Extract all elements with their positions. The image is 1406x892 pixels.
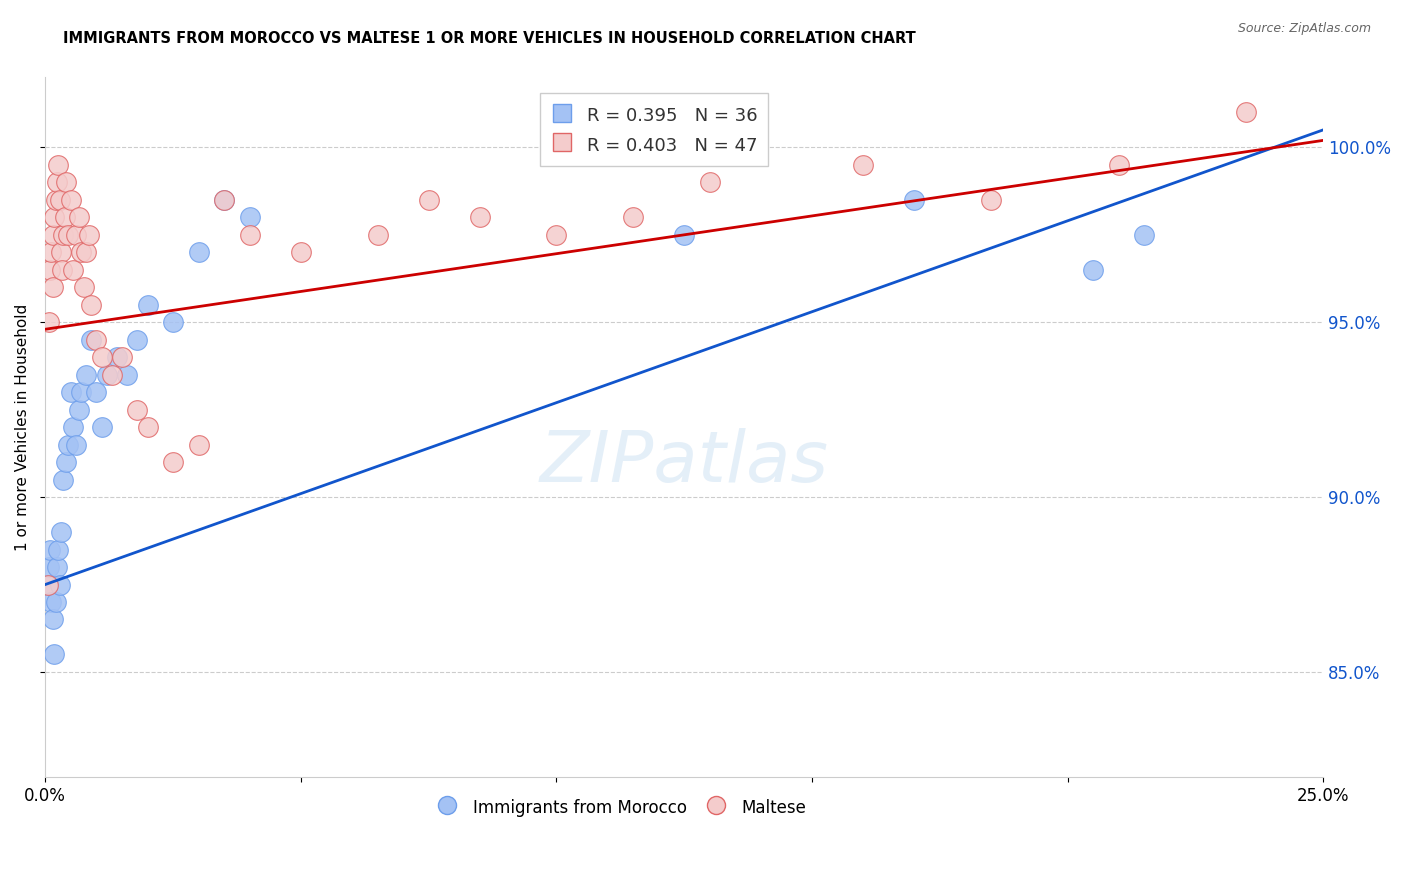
Point: [48, 193, 70, 207]
Point: [58, 437, 80, 451]
Point: [37, 577, 59, 591]
Point: [44, 193, 66, 207]
Point: [86, 333, 108, 347]
Point: [86, 385, 108, 400]
Point: [162, 315, 184, 329]
Point: [290, 245, 312, 260]
Point: [136, 298, 159, 312]
Point: [53, 211, 76, 225]
Point: [46, 542, 69, 557]
Point: [96, 368, 118, 382]
Text: Source: ZipAtlas.com: Source: ZipAtlas.com: [1237, 22, 1371, 36]
Point: [903, 193, 925, 207]
Point: [673, 227, 696, 242]
Point: [72, 280, 94, 294]
Point: [90, 350, 112, 364]
Point: [75, 368, 97, 382]
Point: [90, 420, 112, 434]
Point: [699, 175, 721, 189]
Point: [62, 262, 84, 277]
Point: [67, 402, 90, 417]
Point: [546, 227, 568, 242]
Point: [100, 368, 122, 382]
Point: [75, 245, 97, 260]
Legend: Immigrants from Morocco, Maltese: Immigrants from Morocco, Maltese: [427, 791, 813, 824]
Point: [38, 560, 60, 574]
Point: [44, 595, 66, 609]
Point: [136, 420, 159, 434]
Point: [55, 455, 77, 469]
Point: [187, 245, 209, 260]
Point: [77, 227, 100, 242]
Point: [48, 577, 70, 591]
Y-axis label: 1 or more Vehicles in Household: 1 or more Vehicles in Household: [15, 303, 30, 550]
Point: [212, 193, 235, 207]
Point: [41, 595, 63, 609]
Point: [418, 193, 440, 207]
Point: [49, 524, 72, 539]
Point: [42, 280, 65, 294]
Point: [105, 350, 128, 364]
Point: [621, 211, 644, 225]
Point: [70, 385, 93, 400]
Point: [367, 227, 389, 242]
Point: [239, 227, 262, 242]
Point: [67, 211, 90, 225]
Point: [39, 262, 62, 277]
Point: [55, 175, 77, 189]
Point: [1133, 227, 1156, 242]
Point: [52, 473, 75, 487]
Point: [62, 420, 84, 434]
Point: [38, 315, 60, 329]
Point: [1236, 105, 1258, 120]
Point: [80, 333, 103, 347]
Point: [852, 158, 875, 172]
Point: [49, 245, 72, 260]
Text: IMMIGRANTS FROM MOROCCO VS MALTESE 1 OR MORE VEHICLES IN HOUSEHOLD CORRELATION C: IMMIGRANTS FROM MOROCCO VS MALTESE 1 OR …: [63, 31, 917, 46]
Point: [239, 211, 262, 225]
Point: [46, 158, 69, 172]
Point: [65, 437, 87, 451]
Point: [42, 613, 65, 627]
Point: [65, 227, 87, 242]
Point: [127, 402, 149, 417]
Point: [44, 211, 66, 225]
Point: [51, 262, 73, 277]
Point: [37, 577, 59, 591]
Point: [1108, 158, 1130, 172]
Point: [42, 227, 65, 242]
Point: [39, 542, 62, 557]
Point: [127, 333, 149, 347]
Point: [45, 560, 67, 574]
Point: [111, 350, 134, 364]
Point: [115, 368, 138, 382]
Point: [58, 227, 80, 242]
Text: ZIPatlas: ZIPatlas: [540, 427, 828, 497]
Point: [80, 298, 103, 312]
Point: [45, 175, 67, 189]
Point: [468, 211, 491, 225]
Point: [1081, 262, 1104, 277]
Point: [59, 385, 82, 400]
Point: [187, 437, 209, 451]
Point: [212, 193, 235, 207]
Point: [44, 648, 66, 662]
Point: [162, 455, 184, 469]
Point: [70, 245, 93, 260]
Point: [41, 245, 63, 260]
Point: [59, 193, 82, 207]
Point: [980, 193, 1002, 207]
Point: [52, 227, 75, 242]
